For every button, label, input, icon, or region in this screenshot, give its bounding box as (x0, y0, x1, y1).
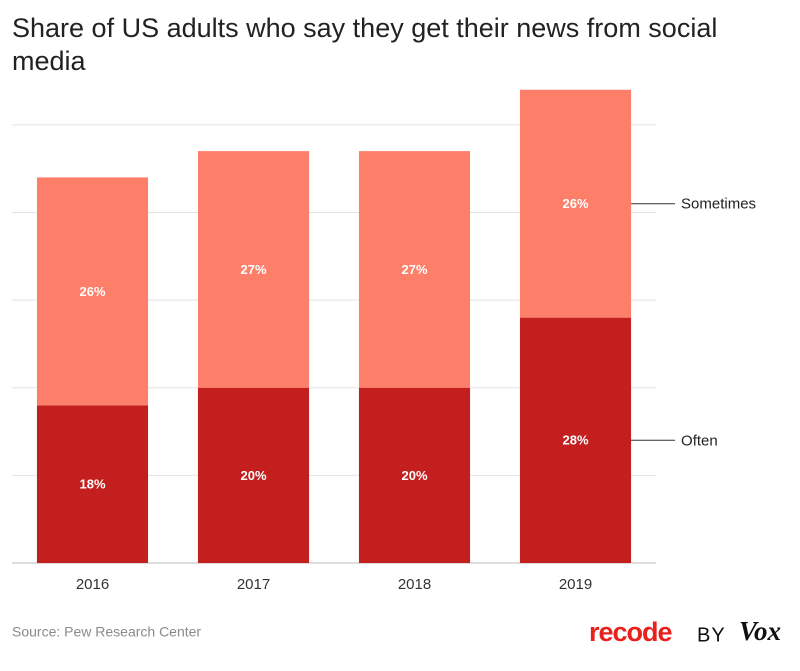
bar-segment (358, 387, 471, 563)
bar-segment (36, 177, 149, 406)
value-label: 18% (79, 477, 105, 492)
x-tick-label: 2019 (559, 576, 592, 593)
value-label: 27% (401, 262, 427, 277)
logo-vox: Vox (739, 616, 781, 646)
source: Source: Pew Research Center (12, 624, 201, 640)
bar-segment (358, 151, 471, 388)
legend-label: Often (681, 432, 718, 449)
chart-title: Share of US adults who say they get thei… (12, 13, 718, 76)
bar-segment (519, 317, 632, 563)
bar-segment (197, 151, 310, 388)
x-tick-label: 2016 (76, 576, 109, 593)
value-label: 28% (562, 433, 588, 448)
value-label: 20% (240, 468, 266, 483)
logo-by: BY (697, 624, 726, 646)
legend-label: Sometimes (681, 196, 756, 213)
bar-segment (197, 387, 310, 563)
value-label: 26% (79, 284, 105, 299)
bar-segment (36, 405, 149, 563)
logo-recode: recode (589, 617, 673, 647)
bar-segment (519, 89, 632, 318)
value-label: 26% (562, 196, 588, 211)
value-label: 20% (401, 468, 427, 483)
value-label: 27% (240, 262, 266, 277)
x-tick-label: 2018 (398, 576, 431, 593)
x-tick-label: 2017 (237, 576, 270, 593)
